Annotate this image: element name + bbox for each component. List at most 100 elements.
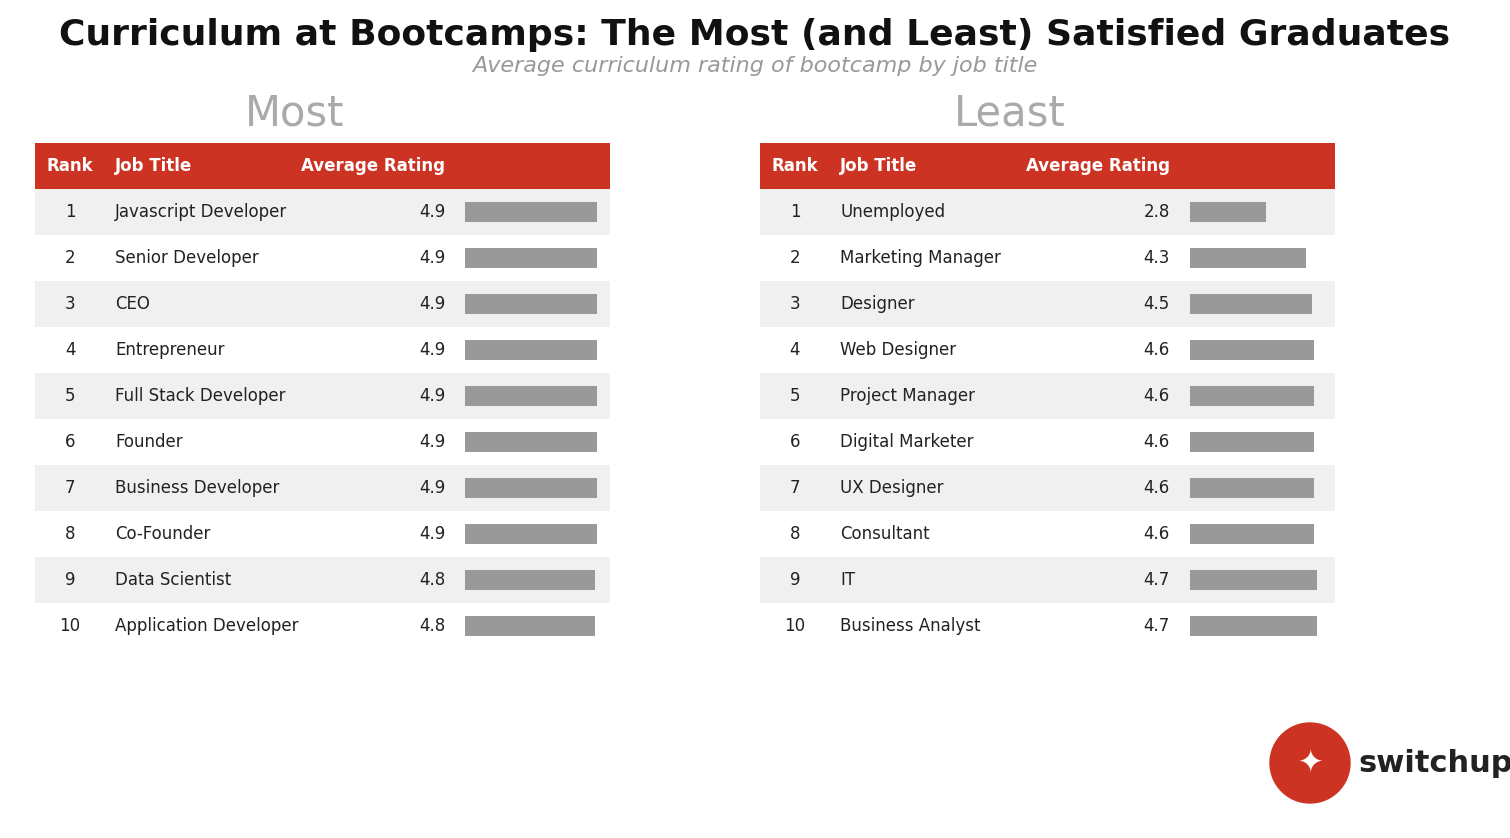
Text: 4.6: 4.6 [1143,387,1170,405]
FancyBboxPatch shape [760,511,1335,557]
Text: Project Manager: Project Manager [840,387,975,405]
Text: Average Rating: Average Rating [1025,157,1170,175]
FancyBboxPatch shape [465,616,595,636]
FancyBboxPatch shape [760,281,1335,327]
FancyBboxPatch shape [465,571,595,590]
Text: Entrepreneur: Entrepreneur [115,341,225,359]
Circle shape [1270,723,1350,803]
FancyBboxPatch shape [35,465,610,511]
FancyBboxPatch shape [760,235,1335,281]
Text: 4.9: 4.9 [418,525,445,543]
Text: Job Title: Job Title [115,157,192,175]
Text: 5: 5 [790,387,800,405]
FancyBboxPatch shape [1190,525,1314,544]
FancyBboxPatch shape [1190,294,1312,313]
Text: 4.9: 4.9 [418,295,445,313]
Text: UX Designer: UX Designer [840,479,944,497]
Text: 4.9: 4.9 [418,249,445,267]
Text: 3: 3 [65,295,76,313]
FancyBboxPatch shape [760,419,1335,465]
Text: 4.9: 4.9 [418,203,445,221]
Text: Javascript Developer: Javascript Developer [115,203,287,221]
FancyBboxPatch shape [35,327,610,373]
FancyBboxPatch shape [465,478,598,498]
Text: Founder: Founder [115,433,183,451]
Text: 3: 3 [790,295,800,313]
Text: 2: 2 [790,249,800,267]
FancyBboxPatch shape [1190,386,1314,406]
Text: Job Title: Job Title [840,157,917,175]
Text: Business Analyst: Business Analyst [840,617,980,635]
Text: 6: 6 [65,433,76,451]
Text: Average Rating: Average Rating [300,157,445,175]
Text: 8: 8 [790,525,800,543]
Text: Least: Least [954,93,1066,135]
FancyBboxPatch shape [35,281,610,327]
Text: 4.6: 4.6 [1143,341,1170,359]
Text: Rank: Rank [772,157,818,175]
FancyBboxPatch shape [465,340,598,360]
FancyBboxPatch shape [1190,616,1317,636]
Text: 2: 2 [65,249,76,267]
FancyBboxPatch shape [35,419,610,465]
Text: Application Developer: Application Developer [115,617,299,635]
Text: 4.9: 4.9 [418,479,445,497]
FancyBboxPatch shape [1190,571,1317,590]
Text: Business Developer: Business Developer [115,479,279,497]
Text: Marketing Manager: Marketing Manager [840,249,1001,267]
Text: IT: IT [840,571,855,589]
FancyBboxPatch shape [760,465,1335,511]
FancyBboxPatch shape [1190,432,1314,452]
Text: Most: Most [245,93,344,135]
Text: 4.6: 4.6 [1143,479,1170,497]
Text: 4.8: 4.8 [418,617,445,635]
Text: ✦: ✦ [1297,748,1323,778]
FancyBboxPatch shape [35,143,610,189]
FancyBboxPatch shape [35,557,610,603]
Text: Designer: Designer [840,295,915,313]
Text: Average curriculum rating of bootcamp by job title: Average curriculum rating of bootcamp by… [473,56,1037,76]
Text: 4.3: 4.3 [1143,249,1170,267]
Text: 4: 4 [790,341,800,359]
Text: 4.6: 4.6 [1143,525,1170,543]
Text: 4.7: 4.7 [1143,617,1170,635]
FancyBboxPatch shape [1190,248,1306,267]
Text: Unemployed: Unemployed [840,203,945,221]
FancyBboxPatch shape [760,557,1335,603]
FancyBboxPatch shape [465,432,598,452]
Text: 10: 10 [784,617,805,635]
Text: 4: 4 [65,341,76,359]
FancyBboxPatch shape [35,511,610,557]
Text: 4.9: 4.9 [418,433,445,451]
FancyBboxPatch shape [465,248,598,267]
Text: 4.8: 4.8 [418,571,445,589]
Text: Web Designer: Web Designer [840,341,956,359]
Text: CEO: CEO [115,295,149,313]
Text: 2.8: 2.8 [1143,203,1170,221]
Text: 7: 7 [65,479,76,497]
FancyBboxPatch shape [35,235,610,281]
Text: 4.5: 4.5 [1143,295,1170,313]
Text: Rank: Rank [47,157,94,175]
Text: switchup: switchup [1357,748,1510,778]
Text: 4.9: 4.9 [418,387,445,405]
Text: 9: 9 [790,571,800,589]
Text: Digital Marketer: Digital Marketer [840,433,974,451]
FancyBboxPatch shape [760,373,1335,419]
Text: 8: 8 [65,525,76,543]
Text: Senior Developer: Senior Developer [115,249,258,267]
Text: 5: 5 [65,387,76,405]
Text: 1: 1 [65,203,76,221]
Text: 7: 7 [790,479,800,497]
FancyBboxPatch shape [760,327,1335,373]
Text: Full Stack Developer: Full Stack Developer [115,387,285,405]
Text: 6: 6 [790,433,800,451]
FancyBboxPatch shape [35,603,610,649]
Text: Curriculum at Bootcamps: The Most (and Least) Satisfied Graduates: Curriculum at Bootcamps: The Most (and L… [59,18,1451,52]
Text: 10: 10 [59,617,80,635]
FancyBboxPatch shape [760,189,1335,235]
Text: Co-Founder: Co-Founder [115,525,210,543]
FancyBboxPatch shape [1190,478,1314,498]
FancyBboxPatch shape [760,603,1335,649]
Text: Consultant: Consultant [840,525,930,543]
